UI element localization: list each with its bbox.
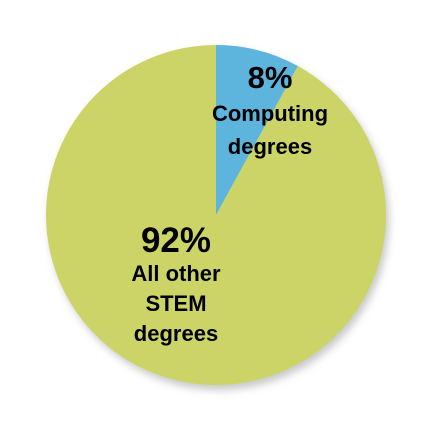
pie-slices bbox=[45, 45, 386, 386]
slice-description-label-computing-line-2: degrees bbox=[228, 134, 312, 159]
slice-description-label-other-line-1: All other bbox=[131, 261, 221, 286]
pie-slice-computing bbox=[216, 45, 298, 215]
pie-slice-other bbox=[45, 45, 386, 386]
pie-labels: 8% Computing degrees 92%All other STEM degree… bbox=[131, 60, 328, 346]
slice-description-label-other-line-2: STEM bbox=[145, 291, 206, 316]
slice-percent-label-computing: 8% bbox=[248, 60, 293, 95]
slice-description-label-computing-line-1: Computing bbox=[212, 101, 328, 126]
slice-percent-label-other: 92% bbox=[141, 221, 211, 260]
slice-description-label-other-line-3: degrees bbox=[134, 321, 218, 346]
